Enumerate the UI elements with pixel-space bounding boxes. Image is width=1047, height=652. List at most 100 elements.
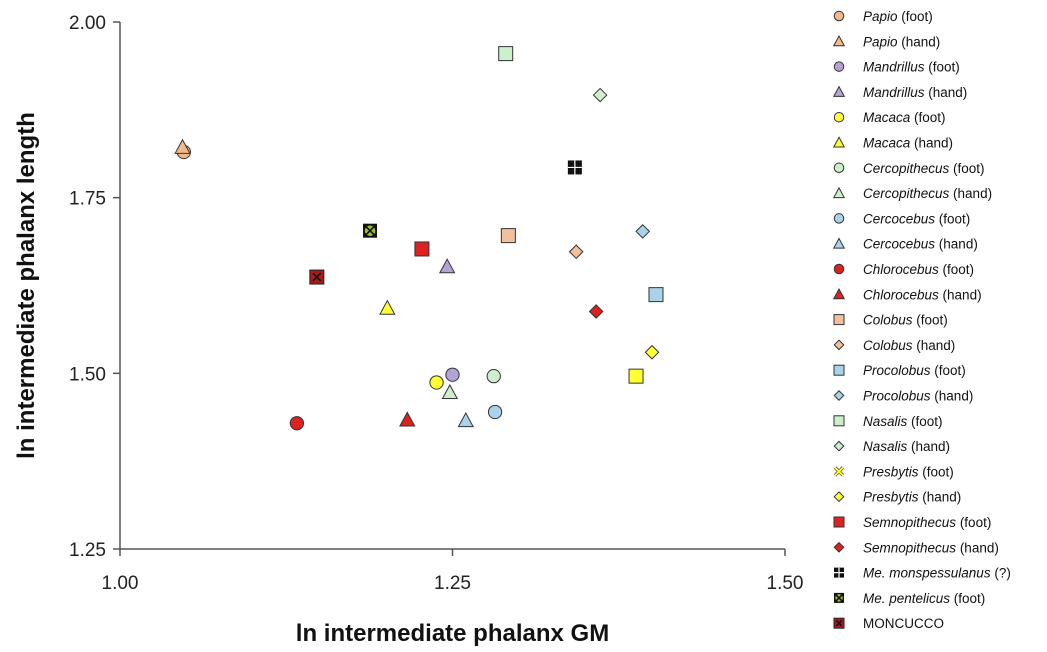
legend-item-nasalis-foot: Nasalis (foot) (833, 414, 943, 429)
legend-label: Mandrillus (hand) (863, 85, 967, 100)
point-me-pentelicus-foot (363, 223, 378, 238)
point-nasalis-foot (498, 46, 514, 62)
point-cercopithecus-hand (441, 383, 459, 400)
legend-item-me-pentelicus-foot: Me. pentelicus (foot) (834, 591, 985, 606)
point-mandrillus-foot (445, 367, 460, 382)
legend-label: Nasalis (foot) (863, 414, 943, 429)
legend-marker (833, 314, 845, 326)
legend-item-cercocebus-foot: Cercocebus (foot) (833, 211, 970, 226)
legend-marker (833, 390, 845, 401)
point-cercopithecus-foot (486, 368, 501, 384)
legend-label: Papio (hand) (863, 34, 940, 49)
point-semnopithecus-hand (588, 304, 604, 319)
y-tick-label: 2.00 (69, 13, 106, 34)
legend-marker (833, 617, 845, 629)
legend-marker (832, 85, 846, 97)
y-tick-label: 1.50 (69, 364, 106, 385)
legend-marker (833, 491, 845, 503)
legend-label: Procolobus (foot) (863, 363, 966, 378)
legend-item-mandrillus-foot: Mandrillus (foot) (833, 60, 960, 75)
legend-item-nasalis-hand: Nasalis (hand) (833, 439, 950, 454)
legend-label: MONCUCCO (863, 616, 944, 631)
legend-item-moncucco: MONCUCCO (833, 616, 944, 631)
legend-marker (832, 186, 846, 199)
y-tick-label: 1.75 (69, 189, 106, 210)
legend-marker (833, 516, 845, 528)
legend-marker (833, 263, 845, 275)
legend-label: Presbytis (hand) (863, 490, 961, 505)
y-axis-title: ln intermediate phalanx length (13, 112, 40, 459)
legend-item-papio-hand: Papio (hand) (832, 34, 940, 49)
legend-marker (832, 237, 846, 249)
x-tick-label: 1.50 (767, 573, 804, 594)
point-macaca-foot (429, 375, 444, 390)
legend-item-cercopithecus-foot: Cercopithecus (foot) (833, 161, 985, 176)
legend-label: Macaca (hand) (863, 136, 953, 151)
legend-item-chlorocebus-hand: Chlorocebus (hand) (832, 287, 982, 302)
legend-label: Colobus (hand) (863, 338, 955, 353)
legend-item-chlorocebus-foot: Chlorocebus (foot) (833, 262, 974, 277)
point-presbytis-hand (644, 344, 660, 360)
point-nasalis-hand (592, 87, 608, 103)
legend-label: Semnopithecus (foot) (863, 515, 991, 530)
axes (113, 21, 786, 556)
point-extra-square (628, 368, 644, 384)
legend-label: Macaca (foot) (863, 110, 946, 125)
legend-item-semnopithecus-foot: Semnopithecus (foot) (833, 515, 991, 530)
legend-marker (833, 466, 845, 477)
legend-marker (833, 415, 845, 427)
legend-item-colobus-hand: Colobus (hand) (833, 338, 955, 353)
legend-label: Cercopithecus (foot) (863, 161, 985, 176)
axis-titles: ln intermediate phalanx GM ln intermedia… (13, 112, 609, 647)
legend-label: Cercocebus (hand) (863, 237, 978, 252)
legend-label: Presbytis (foot) (863, 464, 954, 479)
legend-label: Chlorocebus (hand) (863, 287, 982, 302)
legend-item-colobus-foot: Colobus (foot) (833, 313, 948, 328)
point-semnopithecus-foot (414, 241, 430, 257)
legend-marker (833, 541, 845, 553)
legend-marker (833, 440, 845, 452)
legend-marker (832, 136, 846, 148)
y-tick-label: 1.25 (69, 540, 106, 561)
legend-marker (833, 111, 845, 123)
legend-marker (833, 339, 845, 351)
legend-label: Colobus (foot) (863, 313, 948, 328)
legend-label: Papio (foot) (863, 9, 933, 24)
legend-marker (834, 567, 844, 578)
legend-item-cercocebus-hand: Cercocebus (hand) (832, 237, 978, 252)
legend-item-papio-foot: Papio (foot) (833, 9, 933, 24)
legend-label: Nasalis (hand) (863, 439, 950, 454)
legend-marker (834, 592, 844, 603)
legend-marker (832, 287, 846, 300)
legend-marker (833, 213, 845, 224)
legend-marker (833, 61, 845, 72)
point-papio-hand (174, 138, 191, 154)
legend-label: Semnopithecus (hand) (863, 540, 999, 555)
point-procolobus-hand (635, 224, 651, 239)
point-mandrillus-hand (438, 258, 456, 274)
legend: Papio (foot) Papio (hand) Mandrillus (foot… (832, 9, 1011, 631)
legend-item-mandrillus-hand: Mandrillus (hand) (832, 85, 967, 100)
point-colobus-hand (568, 244, 584, 260)
legend-label: Cercopithecus (hand) (863, 186, 992, 201)
legend-item-procolobus-hand: Procolobus (hand) (833, 389, 973, 404)
legend-item-macaca-foot: Macaca (foot) (833, 110, 946, 125)
legend-label: Cercocebus (foot) (863, 211, 970, 226)
data-points (174, 46, 664, 431)
legend-item-presbytis-foot: Presbytis (foot) (833, 464, 954, 479)
legend-item-me-monspessulanus: Me. monspessulanus (?) (834, 566, 1011, 581)
point-moncucco (309, 269, 325, 285)
x-tick-label: 1.25 (434, 573, 471, 594)
legend-item-semnopithecus-hand: Semnopithecus (hand) (833, 540, 999, 555)
legend-label: Chlorocebus (foot) (863, 262, 974, 277)
point-chlorocebus-foot (289, 416, 305, 431)
legend-item-presbytis-hand: Presbytis (hand) (833, 490, 961, 505)
legend-label: Me. pentelicus (foot) (863, 591, 985, 606)
point-procolobus-foot (648, 287, 664, 303)
legend-marker (832, 34, 846, 47)
point-colobus-foot (500, 228, 516, 244)
point-chlorocebus-hand (399, 411, 416, 427)
tick-labels: 1.25 1.50 1.75 2.00 1.00 1.25 1.50 (69, 13, 803, 594)
point-macaca-hand (379, 299, 396, 315)
